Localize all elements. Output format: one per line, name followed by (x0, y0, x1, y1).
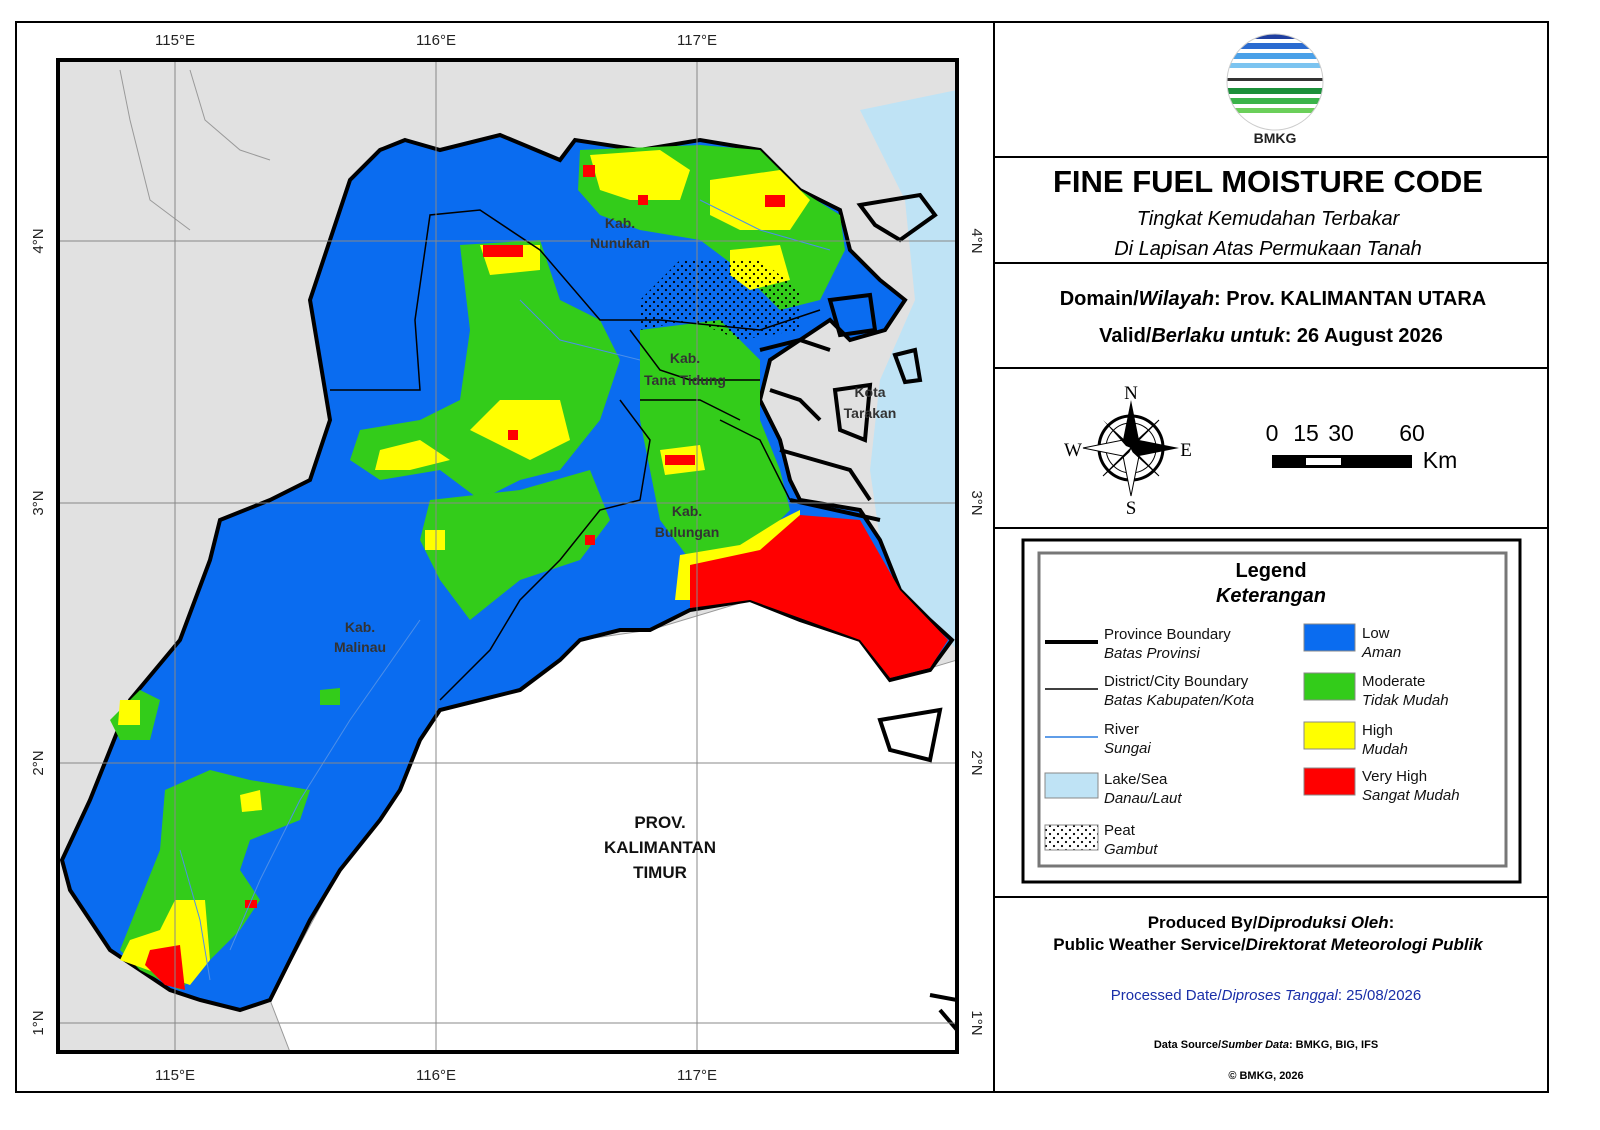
legend-inner (1037, 551, 1508, 868)
legend-item: District/City Boundary (1104, 673, 1249, 690)
legend-swatch (1303, 672, 1356, 701)
lon-label: 116°E (416, 1067, 456, 1084)
scale-bar: 0 15 30 60 Km (1266, 420, 1458, 473)
lat-label: 4°N (30, 228, 47, 253)
region-label: Kab. Tana Tidung (644, 350, 726, 388)
lat-label: 2°N (968, 750, 985, 775)
legend-item: High (1362, 722, 1393, 739)
region-label: Kab. Bulungan (655, 503, 720, 540)
legend-swatch (1303, 721, 1356, 750)
logo-text: BMKG (1254, 130, 1297, 146)
border-lines (119, 69, 271, 231)
data-source: Data Source/Sumber Data: BMKG, BIG, IFS (1154, 1039, 1378, 1051)
map-frame (56, 58, 959, 1054)
legend-swatch (1303, 623, 1356, 652)
compass-s: S (1126, 498, 1137, 519)
logo-mark (1227, 34, 1323, 130)
legend-item-local: Aman (1361, 644, 1401, 661)
legend-item-local: Gambut (1104, 841, 1158, 858)
compass-e: E (1180, 440, 1192, 461)
region-label: Kab. Nunukan (590, 215, 650, 251)
district-boundaries (330, 209, 821, 701)
compass-w: W (1064, 440, 1082, 461)
valid-date: Valid/Berlaku untuk: 26 August 2026 (1099, 325, 1443, 347)
legend-subtitle: Keterangan (1216, 585, 1326, 607)
scale-label: 0 (1266, 420, 1279, 446)
logo-ring (1226, 33, 1324, 131)
scale-unit: Km (1423, 447, 1458, 473)
legend-labels: Province Boundary Batas Provinsi Distric… (1104, 625, 1460, 858)
produced-by: Produced By/Diproduksi Oleh: (1148, 913, 1395, 932)
north-arrow: N S E W (1064, 383, 1192, 519)
sea (860, 90, 957, 650)
legend-swatch (1303, 767, 1356, 796)
legend-item-local: Mudah (1362, 741, 1408, 758)
lon-label: 115°E (155, 1067, 195, 1084)
legend-item-local: Tidak Mudah (1362, 692, 1449, 709)
lon-label: 115°E (155, 32, 195, 49)
legend-item-local: Danau/Laut (1104, 790, 1182, 807)
peat (640, 260, 800, 340)
lat-label: 4°N (968, 228, 985, 253)
legend-item-local: Sungai (1104, 740, 1151, 757)
legend-item: Very High (1362, 768, 1427, 785)
legend-item-local: Batas Provinsi (1104, 645, 1201, 662)
title: FINE FUEL MOISTURE CODE (1053, 164, 1483, 199)
subtitle: Di Lapisan Atas Permukaan Tanah (1114, 238, 1422, 260)
legend-title: Legend (1235, 560, 1306, 582)
legend-symbols (1044, 640, 1099, 851)
region-label: Kab. Malinau (334, 619, 386, 655)
lat-label: 3°N (30, 490, 47, 515)
graticule-labels: 115°E 116°E 117°E 115°E 116°E 117°E 4°N … (30, 32, 985, 1084)
region-label: Kota Tarakan (844, 384, 897, 421)
lat-label: 1°N (968, 1010, 985, 1035)
copyright: © BMKG, 2026 (1228, 1070, 1303, 1082)
legend-item: River (1104, 721, 1139, 738)
lat-label: 1°N (30, 1010, 47, 1035)
legend-box (1021, 538, 1522, 884)
producer: Public Weather Service/Direktorat Meteor… (1053, 935, 1484, 954)
legend-item: Low (1362, 625, 1390, 642)
legend-item-local: Sangat Mudah (1362, 787, 1460, 804)
lat-label: 3°N (968, 490, 985, 515)
legend-item: Lake/Sea (1104, 771, 1168, 788)
legend-item: Moderate (1362, 673, 1425, 690)
map-area: Kab. Nunukan Kab. Tana Tidung Kota Tarakan … (58, 60, 957, 1052)
legend-item-local: Batas Kabupaten/Kota (1104, 692, 1254, 709)
graticule-lines (58, 60, 957, 1052)
scale-label: 30 (1328, 420, 1354, 446)
lat-label: 2°N (30, 750, 47, 775)
domain: Domain/Wilayah: Prov. KALIMANTAN UTARA (1060, 288, 1487, 310)
processed-date: Processed Date/Diproses Tanggal: 25/08/2… (1111, 987, 1422, 1004)
panel-dividers (993, 22, 1548, 1092)
compass-n: N (1124, 383, 1138, 404)
scale-label: 15 (1293, 420, 1319, 446)
legend-item: Peat (1104, 822, 1136, 839)
subtitle: Tingkat Kemudahan Terbakar (1137, 208, 1401, 230)
legend-swatches (1303, 623, 1356, 796)
lon-label: 117°E (677, 1067, 717, 1084)
scale-label: 60 (1399, 420, 1425, 446)
legend-item: Province Boundary (1104, 626, 1231, 643)
region-label: PROV. KALIMANTAN TIMUR (604, 813, 716, 882)
lon-label: 116°E (416, 32, 456, 49)
coast-islands (759, 192, 957, 1032)
rivers (179, 199, 831, 981)
lon-label: 117°E (677, 32, 717, 49)
